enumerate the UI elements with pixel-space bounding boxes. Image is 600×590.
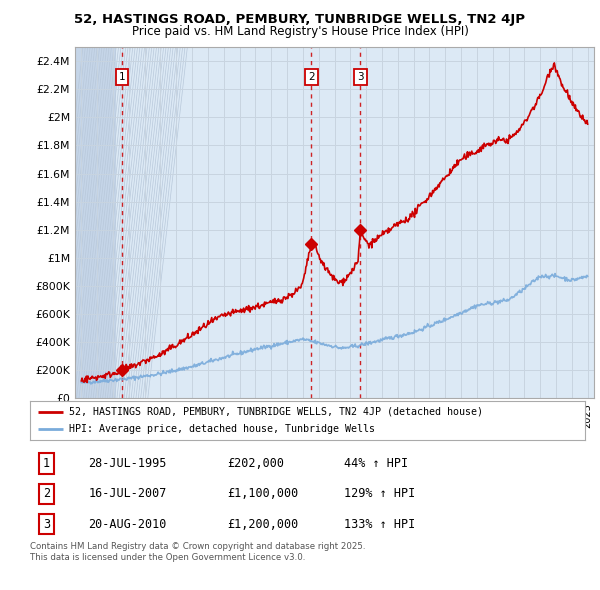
Text: £1,200,000: £1,200,000: [227, 517, 298, 530]
Text: 1: 1: [43, 457, 50, 470]
Text: 3: 3: [357, 72, 364, 82]
Text: 129% ↑ HPI: 129% ↑ HPI: [344, 487, 415, 500]
Text: 52, HASTINGS ROAD, PEMBURY, TUNBRIDGE WELLS, TN2 4JP (detached house): 52, HASTINGS ROAD, PEMBURY, TUNBRIDGE WE…: [69, 407, 483, 417]
Text: 44% ↑ HPI: 44% ↑ HPI: [344, 457, 408, 470]
Text: Price paid vs. HM Land Registry's House Price Index (HPI): Price paid vs. HM Land Registry's House …: [131, 25, 469, 38]
Text: 2: 2: [43, 487, 50, 500]
Text: 20-AUG-2010: 20-AUG-2010: [88, 517, 167, 530]
Text: 16-JUL-2007: 16-JUL-2007: [88, 487, 167, 500]
Text: HPI: Average price, detached house, Tunbridge Wells: HPI: Average price, detached house, Tunb…: [69, 424, 375, 434]
Text: £202,000: £202,000: [227, 457, 284, 470]
Text: 52, HASTINGS ROAD, PEMBURY, TUNBRIDGE WELLS, TN2 4JP: 52, HASTINGS ROAD, PEMBURY, TUNBRIDGE WE…: [74, 13, 526, 26]
Text: 133% ↑ HPI: 133% ↑ HPI: [344, 517, 415, 530]
Text: £1,100,000: £1,100,000: [227, 487, 298, 500]
Text: Contains HM Land Registry data © Crown copyright and database right 2025.
This d: Contains HM Land Registry data © Crown c…: [30, 542, 365, 562]
Text: 2: 2: [308, 72, 315, 82]
Text: 3: 3: [43, 517, 50, 530]
Text: 1: 1: [119, 72, 125, 82]
Text: 28-JUL-1995: 28-JUL-1995: [88, 457, 167, 470]
Bar: [75, 47, 116, 398]
